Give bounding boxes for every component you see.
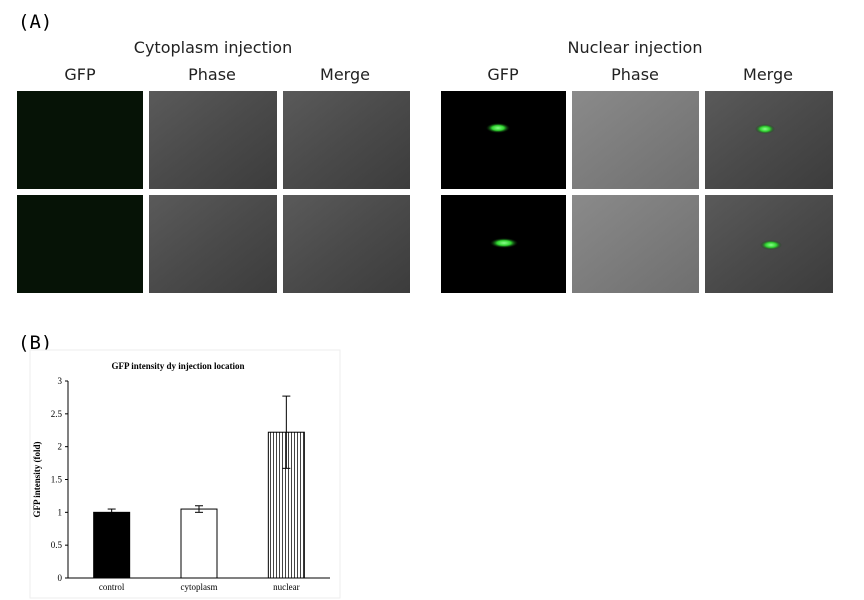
group-title: Nuclear injection bbox=[568, 38, 703, 57]
bar bbox=[180, 508, 218, 579]
image bbox=[705, 91, 833, 189]
gfp-signal bbox=[760, 240, 782, 250]
column-label: Phase bbox=[611, 65, 659, 84]
column-label: GFP bbox=[64, 65, 96, 84]
image bbox=[441, 91, 566, 189]
column-label: Phase bbox=[188, 65, 236, 84]
x-tick-label: control bbox=[99, 582, 125, 592]
column-label: Merge bbox=[320, 65, 370, 84]
image bbox=[572, 195, 699, 293]
y-tick-label: 1 bbox=[58, 507, 63, 517]
y-tick-label: 3 bbox=[58, 376, 63, 386]
image bbox=[572, 91, 699, 189]
x-tick-label: cytoplasm bbox=[181, 582, 218, 592]
column-label: Merge bbox=[743, 65, 793, 84]
image bbox=[149, 91, 277, 189]
chart-title: GFP intensity dy injection location bbox=[111, 361, 244, 371]
gfp-signal bbox=[755, 124, 775, 134]
image bbox=[17, 195, 143, 293]
panel-label: (B) bbox=[18, 332, 52, 354]
y-tick-label: 0 bbox=[58, 573, 63, 583]
gfp-signal bbox=[490, 238, 518, 248]
gfp-signal bbox=[486, 123, 510, 133]
column-label: GFP bbox=[487, 65, 519, 84]
y-tick-label: 1.5 bbox=[51, 475, 63, 485]
y-axis-label: GFP intensity (fold) bbox=[32, 441, 42, 517]
x-tick-label: nuclear bbox=[273, 582, 299, 592]
image bbox=[149, 195, 277, 293]
y-tick-label: 2.5 bbox=[51, 409, 63, 419]
image bbox=[283, 195, 410, 293]
y-tick-label: 0.5 bbox=[51, 540, 63, 550]
image bbox=[283, 91, 410, 189]
panel-label: (A) bbox=[18, 11, 52, 33]
image bbox=[17, 91, 143, 189]
bar bbox=[93, 511, 131, 579]
y-tick-label: 2 bbox=[58, 442, 63, 452]
micrographs bbox=[17, 91, 833, 293]
group-title: Cytoplasm injection bbox=[134, 38, 292, 57]
